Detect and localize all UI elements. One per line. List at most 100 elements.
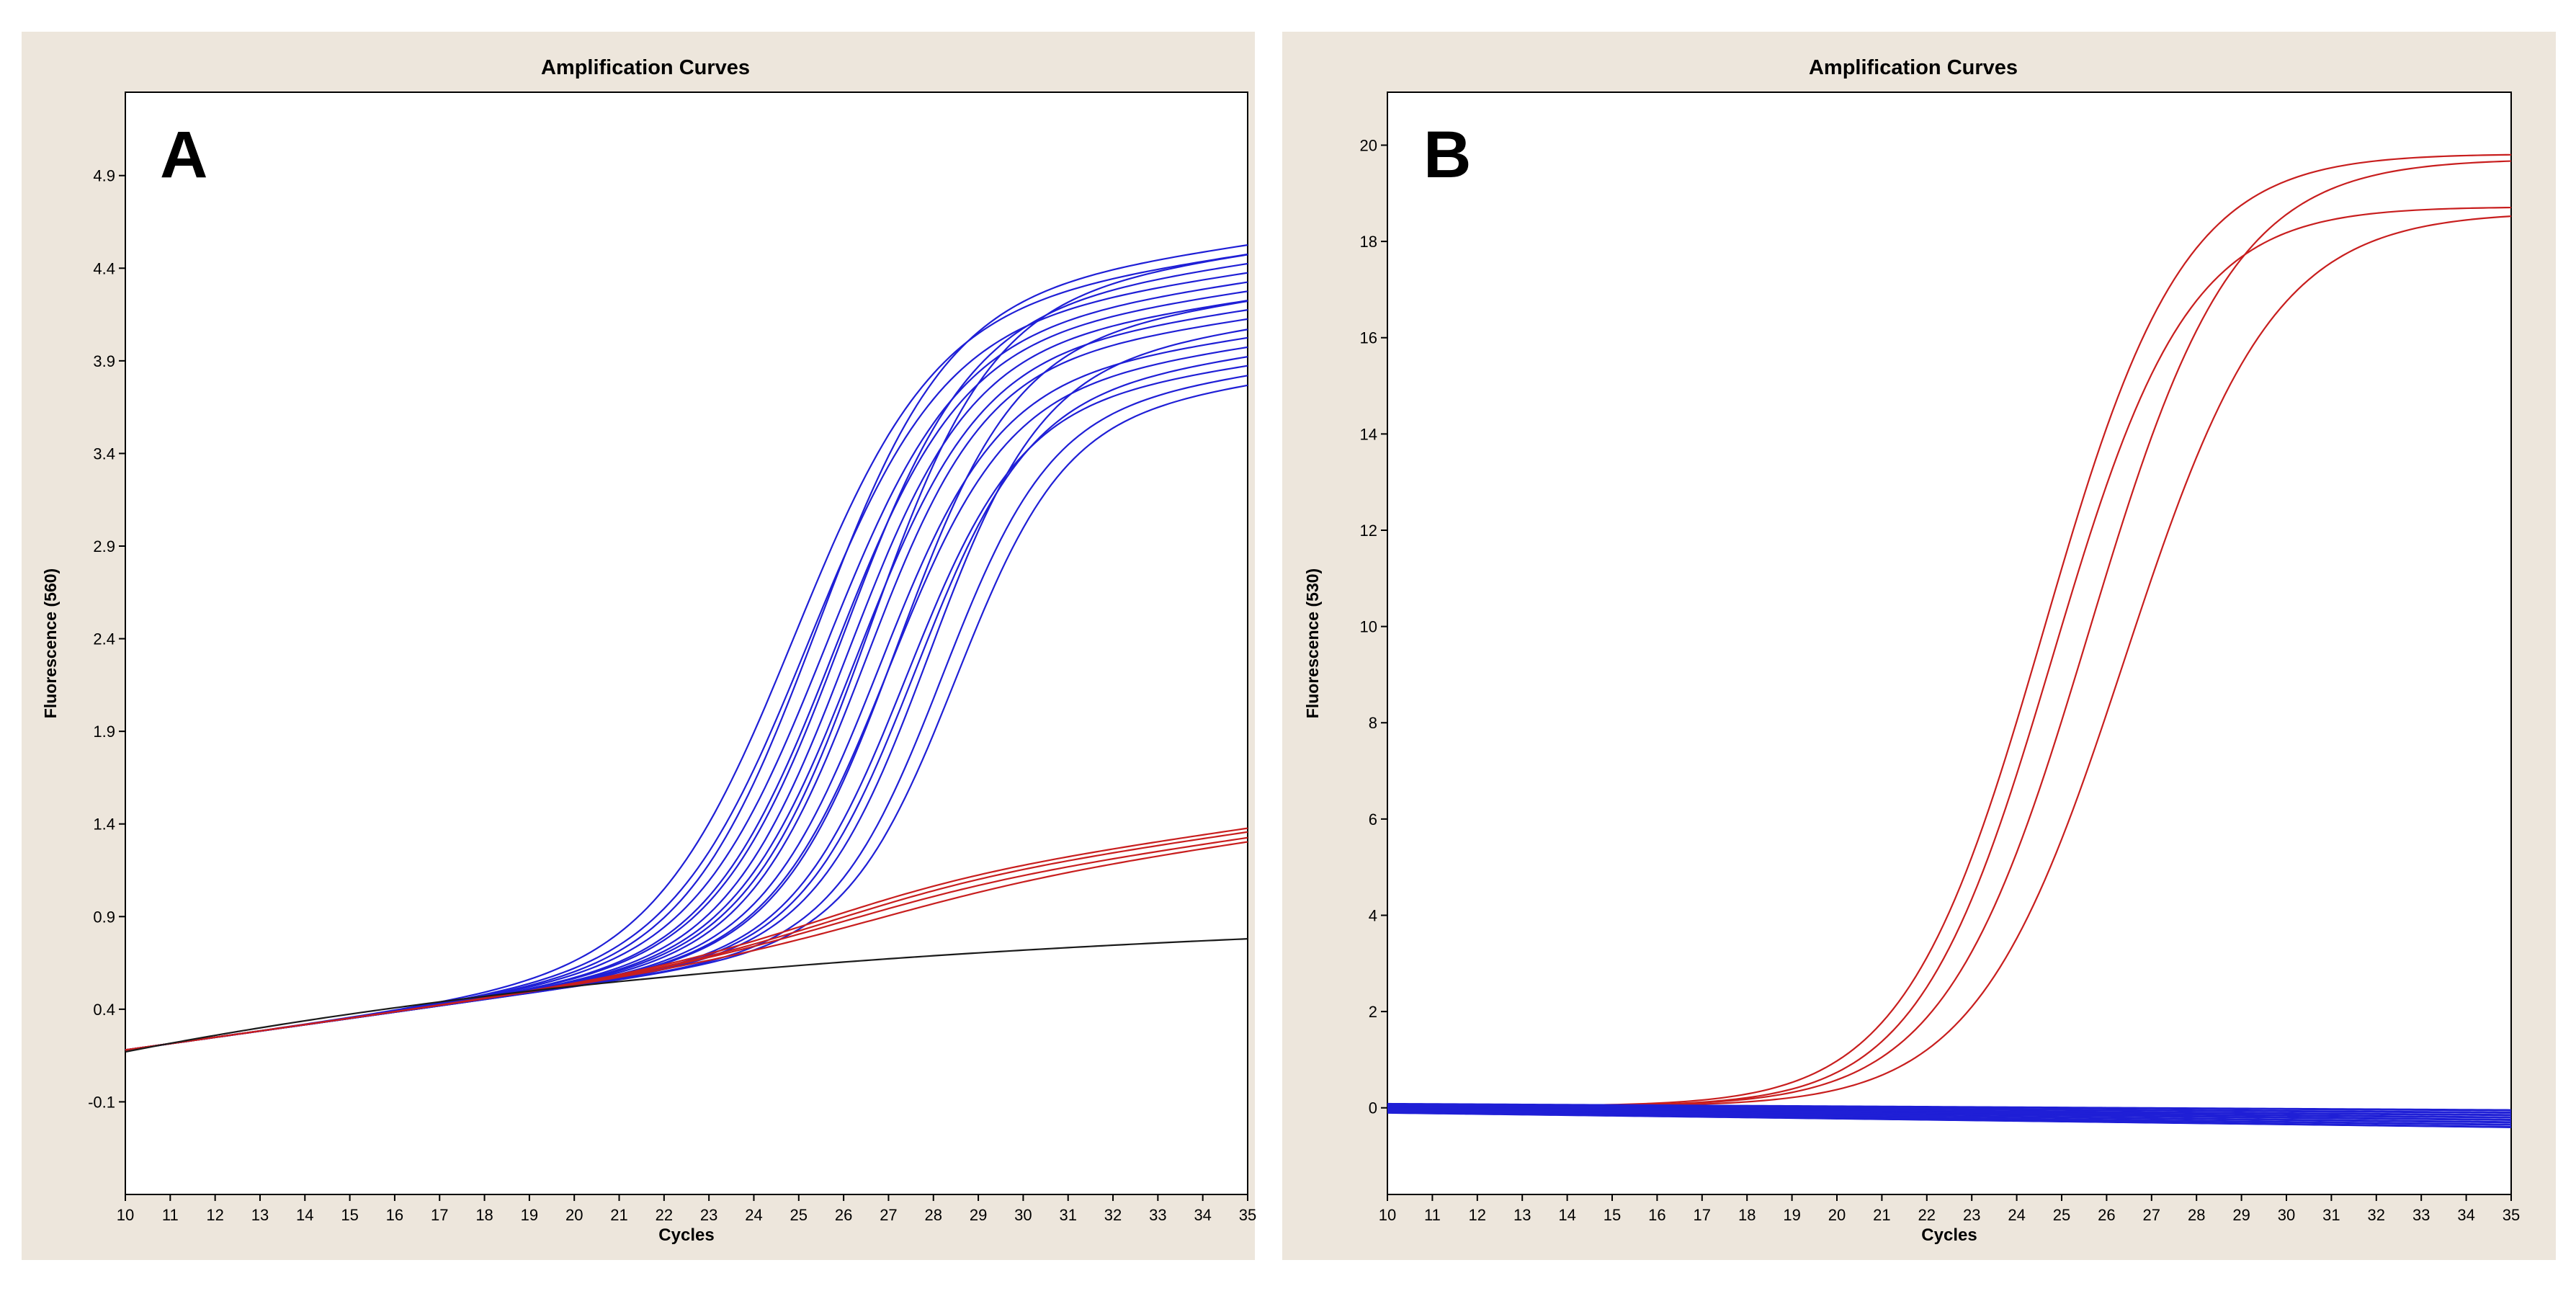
panel-b-y-tick-label: 18 <box>1360 233 1377 251</box>
panel-b-y-tick-label: 14 <box>1360 425 1377 443</box>
panel-b-blue-curve <box>1387 1110 2512 1126</box>
panel-b-y-axis: 0 2 4 6 8 10 12 14 16 18 20 <box>1360 136 1387 1117</box>
panel-a-x-axis-label: Cycles <box>658 1225 714 1245</box>
panel-a-x-tick-label: 11 <box>162 1206 179 1224</box>
panel-a-x-tick-label: 10 <box>117 1206 134 1224</box>
panel-a-title: Amplification Curves <box>541 56 750 79</box>
panel-a-x-tick-label: 19 <box>521 1206 538 1224</box>
panel-a-x-tick-label: 17 <box>431 1206 448 1224</box>
panel-a-x-tick-label: 21 <box>610 1206 627 1224</box>
panel-a-x-tick-label: 31 <box>1059 1206 1076 1224</box>
panel-a-x-tick-label: 32 <box>1104 1206 1122 1224</box>
panel-b-x-tick-label: 24 <box>2008 1206 2025 1224</box>
panel-a-y-tick-label: 3.9 <box>93 352 115 370</box>
panel-a-y-tick-label: 2.4 <box>93 630 115 648</box>
panel-a-x-tick-label: 20 <box>565 1206 583 1224</box>
panel-b-y-axis-label: Fluorescence (530) <box>1303 568 1322 718</box>
chart-panel-b: Amplification Curves 10 11 12 13 14 15 16 17 18 1… <box>1282 32 2556 1260</box>
panel-b-x-axis: 10 11 12 13 14 15 16 17 18 19 20 21 22 23 24 25 26 27 28 29… <box>1379 1194 2520 1224</box>
panel-b-blue-curve <box>1387 1102 2512 1112</box>
panel-b-x-tick-label: 13 <box>1513 1206 1531 1224</box>
panel-a-red-curve <box>125 841 1248 1051</box>
panel-b-x-tick-label: 25 <box>2053 1206 2070 1224</box>
panel-a-x-tick-label: 13 <box>251 1206 269 1224</box>
panel-b-x-tick-label: 34 <box>2457 1206 2474 1224</box>
panel-a-black-curve <box>125 938 1248 1053</box>
panel-b-y-tick-label: 2 <box>1369 1003 1377 1021</box>
panel-b-y-tick-label: 6 <box>1369 810 1377 828</box>
panel-b-x-tick-label: 30 <box>2278 1206 2295 1224</box>
panel-b-x-tick-label: 16 <box>1648 1206 1665 1224</box>
panel-b-x-tick-label: 32 <box>2368 1206 2385 1224</box>
panel-a-letter: A <box>160 118 207 192</box>
panel-b-blue-curve <box>1387 1111 2512 1128</box>
panel-a-x-tick-label: 14 <box>296 1206 313 1224</box>
panel-b-x-tick-label: 27 <box>2143 1206 2160 1224</box>
panel-a-x-tick-label: 34 <box>1194 1206 1211 1224</box>
panel-a-x-tick-label: 33 <box>1149 1206 1166 1224</box>
panel-a-x-tick-label: 29 <box>970 1206 987 1224</box>
panel-a-y-axis-label: Fluorescence (560) <box>41 568 60 718</box>
panel-b-x-tick-label: 19 <box>1783 1206 1800 1224</box>
panel-b-x-tick-label: 11 <box>1424 1206 1441 1224</box>
panel-a-plot-area <box>125 91 1248 1195</box>
panel-b-x-tick-label: 28 <box>2188 1206 2205 1224</box>
panel-b-blue-curve <box>1387 1105 2512 1117</box>
panel-b-x-tick-label: 23 <box>1963 1206 1980 1224</box>
panel-a-x-tick-label: 18 <box>475 1206 493 1224</box>
panel-a-x-tick-label: 26 <box>835 1206 852 1224</box>
panel-a-x-tick-label: 24 <box>745 1206 762 1224</box>
panel-b-x-tick-label: 10 <box>1379 1206 1396 1224</box>
panel-a-x-tick-label: 30 <box>1014 1206 1032 1224</box>
panel-a-y-tick-label: -0.1 <box>88 1093 115 1111</box>
panel-b-y-tick-label: 10 <box>1360 618 1377 636</box>
panel-b-x-tick-label: 35 <box>2503 1206 2520 1224</box>
panel-b-blue-curve <box>1387 1104 2512 1114</box>
panel-b-plot-area <box>1387 91 2512 1195</box>
panel-b-x-tick-label: 26 <box>2098 1206 2115 1224</box>
panel-a-x-tick-label: 28 <box>925 1206 942 1224</box>
panel-b-blue-curve <box>1387 1107 2512 1119</box>
panel-a-y-tick-label: 2.9 <box>93 537 115 555</box>
panel-a-x-axis: 10 11 12 13 14 15 16 17 18 19 20 21 22 23 24 25 26 27 28 29… <box>117 1194 1256 1224</box>
panel-a-y-tick-label: 3.4 <box>93 445 115 463</box>
panel-b-x-tick-label: 14 <box>1558 1206 1575 1224</box>
panel-b-blue-curve <box>1387 1109 2512 1124</box>
panel-a-y-tick-label: 4.4 <box>93 259 115 277</box>
panel-a-y-tick-label: 1.4 <box>93 816 115 834</box>
panel-b-blue-curve <box>1387 1107 2512 1121</box>
panel-a-x-tick-label: 23 <box>700 1206 717 1224</box>
panel-b-x-tick-label: 21 <box>1873 1206 1890 1224</box>
panel-b-x-tick-label: 18 <box>1738 1206 1756 1224</box>
panel-b-x-tick-label: 29 <box>2232 1206 2250 1224</box>
panel-a-y-tick-label: 0.4 <box>93 1001 115 1019</box>
panel-b-x-tick-label: 33 <box>2412 1206 2430 1224</box>
panel-b-y-tick-label: 12 <box>1360 522 1377 540</box>
panel-b-x-axis-label: Cycles <box>1921 1225 1977 1245</box>
panel-b-x-tick-label: 20 <box>1828 1206 1846 1224</box>
panel-b-x-tick-label: 31 <box>2322 1206 2340 1224</box>
panel-b-y-tick-label: 16 <box>1360 329 1377 347</box>
panel-a-y-tick-label: 0.9 <box>93 908 115 926</box>
panel-a-curves <box>125 244 1248 1053</box>
panel-b-x-tick-label: 22 <box>1918 1206 1936 1224</box>
panel-b-curves <box>1387 153 2512 1128</box>
panel-a-x-tick-label: 16 <box>386 1206 403 1224</box>
panel-b-y-tick-label: 4 <box>1369 906 1377 924</box>
panel-a-x-tick-label: 12 <box>206 1206 223 1224</box>
panel-a-y-axis: -0.1 0.4 0.9 1.4 1.9 2.4 2.9 3.4 3.9 4.4 4.9 <box>88 167 125 1111</box>
panel-b-title: Amplification Curves <box>1809 56 2018 79</box>
panel-a-x-tick-label: 35 <box>1239 1206 1256 1224</box>
panel-b-x-tick-label: 15 <box>1604 1206 1621 1224</box>
panel-a-x-tick-label: 22 <box>656 1206 673 1224</box>
chart-panel-a: Amplification Curves 10 11 12 13 14 15 16 17 18 1… <box>22 32 1256 1260</box>
panel-b-x-tick-label: 12 <box>1469 1206 1486 1224</box>
panel-a-x-tick-label: 27 <box>880 1206 897 1224</box>
panel-b-y-tick-label: 0 <box>1369 1099 1377 1117</box>
panel-b-x-tick-label: 17 <box>1694 1206 1711 1224</box>
panel-b-y-tick-label: 20 <box>1360 136 1377 154</box>
panel-b-y-tick-label: 8 <box>1369 714 1377 732</box>
panel-a-x-tick-label: 25 <box>790 1206 808 1224</box>
panel-a-y-tick-label: 4.9 <box>93 167 115 185</box>
